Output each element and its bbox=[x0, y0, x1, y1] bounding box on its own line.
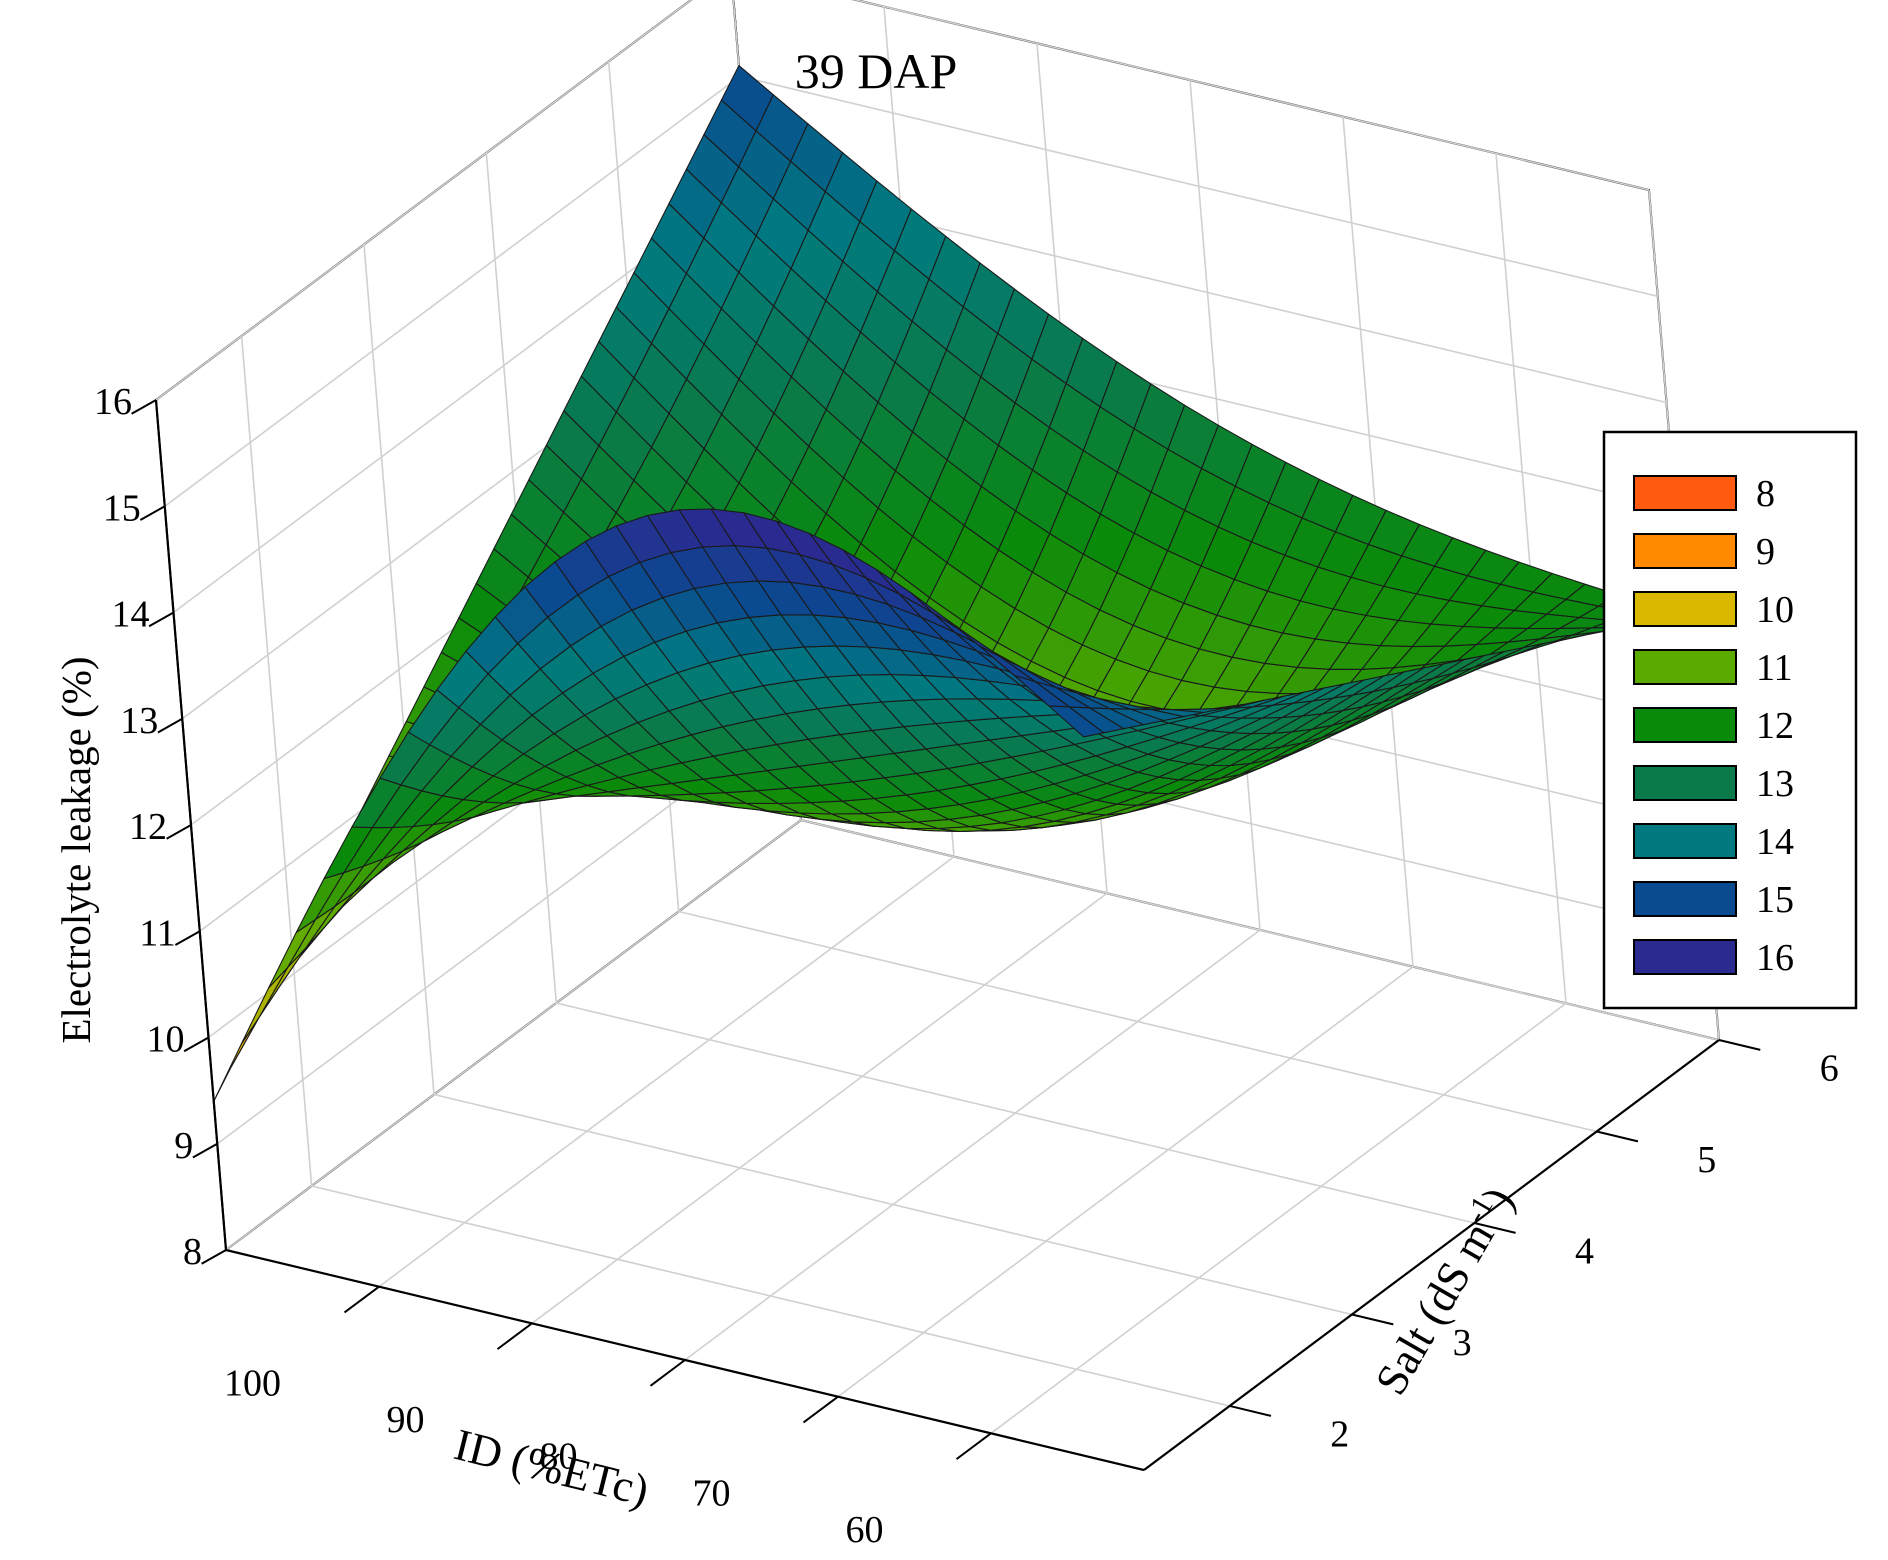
legend-swatch bbox=[1633, 533, 1737, 569]
y-tick-label: 3 bbox=[1453, 1322, 1472, 1364]
z-axis-label: Electrolyte leakage (%) bbox=[53, 657, 99, 1044]
legend-swatch bbox=[1633, 649, 1737, 685]
x-tick-label: 90 bbox=[387, 1399, 425, 1441]
z-tick-label: 13 bbox=[120, 700, 158, 742]
y-tick bbox=[1351, 1313, 1394, 1326]
y-gridline bbox=[485, 152, 1475, 1224]
legend: 8 9 10 11 12 13 14 15 16 bbox=[1602, 430, 1858, 1010]
x-tick bbox=[496, 1322, 533, 1350]
x-tick-label: 80 bbox=[540, 1436, 578, 1478]
z-tick bbox=[139, 505, 166, 521]
z-tick-label: 14 bbox=[112, 594, 150, 636]
y-axis-line bbox=[1143, 1039, 1720, 1471]
y-gridline bbox=[363, 244, 1353, 1316]
legend-swatch bbox=[1633, 475, 1737, 511]
legend-label: 14 bbox=[1756, 821, 1794, 863]
legend-label: 16 bbox=[1756, 937, 1794, 979]
z-tick-label: 15 bbox=[103, 487, 141, 529]
y-axis-label-text: Salt (dS m bbox=[1365, 1213, 1503, 1403]
z-tick bbox=[166, 824, 192, 840]
y-tick-label: 2 bbox=[1330, 1413, 1349, 1455]
z-tick-label: 8 bbox=[183, 1231, 202, 1273]
x-tick bbox=[649, 1359, 686, 1387]
z-tick-label: 11 bbox=[139, 912, 176, 954]
legend-swatch bbox=[1633, 939, 1737, 975]
x-tick-label: 100 bbox=[224, 1362, 281, 1404]
legend-swatch bbox=[1633, 881, 1737, 917]
surface-cell bbox=[1048, 705, 1105, 738]
y-tick bbox=[1474, 1222, 1516, 1234]
legend-label: 8 bbox=[1756, 473, 1775, 515]
legend-label: 9 bbox=[1756, 531, 1775, 573]
y-tick bbox=[1596, 1130, 1639, 1143]
y-tick-label: 4 bbox=[1575, 1230, 1594, 1272]
z-tick bbox=[201, 1249, 227, 1265]
legend-label: 11 bbox=[1756, 647, 1793, 689]
legend-label: 12 bbox=[1756, 705, 1794, 747]
x-tick bbox=[955, 1432, 992, 1460]
z-tick bbox=[183, 1036, 209, 1053]
x-tick bbox=[802, 1395, 839, 1424]
y-gridline bbox=[240, 335, 1230, 1407]
x-tick-label: 70 bbox=[693, 1472, 731, 1514]
axes: 100 90 80 70 60 2 3 4 5 6 8 9 10 11 12 13 14 15 16 bbox=[94, 381, 1839, 1551]
y-axis-label: Salt (dS m-1) bbox=[1363, 1178, 1523, 1403]
z-tick-label: 12 bbox=[129, 806, 167, 848]
y-tick-label: 5 bbox=[1697, 1139, 1716, 1181]
z-tick-label: 9 bbox=[174, 1125, 193, 1167]
legend-swatch bbox=[1633, 823, 1737, 859]
x-axis-label: ID (%ETc) bbox=[450, 1419, 654, 1515]
z-gridline bbox=[155, 0, 1650, 401]
legend-swatch bbox=[1633, 591, 1737, 627]
y-tick bbox=[1229, 1404, 1272, 1417]
x-tick bbox=[343, 1285, 380, 1314]
legend-label: 13 bbox=[1756, 763, 1794, 805]
z-tick bbox=[148, 611, 174, 628]
y-tick-label: 6 bbox=[1820, 1047, 1839, 1089]
surface-plot bbox=[213, 65, 1685, 1102]
legend-swatch bbox=[1633, 707, 1737, 743]
z-tick-label: 16 bbox=[94, 381, 132, 423]
y-tick bbox=[1718, 1039, 1761, 1051]
x-tick-label: 60 bbox=[846, 1509, 884, 1551]
z-tick bbox=[131, 399, 157, 415]
z-tick bbox=[174, 930, 201, 946]
chart-title: 39 DAP bbox=[795, 43, 958, 99]
z-tick bbox=[157, 717, 183, 734]
legend-label: 10 bbox=[1756, 589, 1794, 631]
z-tick-label: 10 bbox=[147, 1019, 185, 1061]
legend-label: 15 bbox=[1756, 879, 1794, 921]
legend-swatch bbox=[1633, 765, 1737, 801]
z-tick bbox=[192, 1142, 218, 1159]
